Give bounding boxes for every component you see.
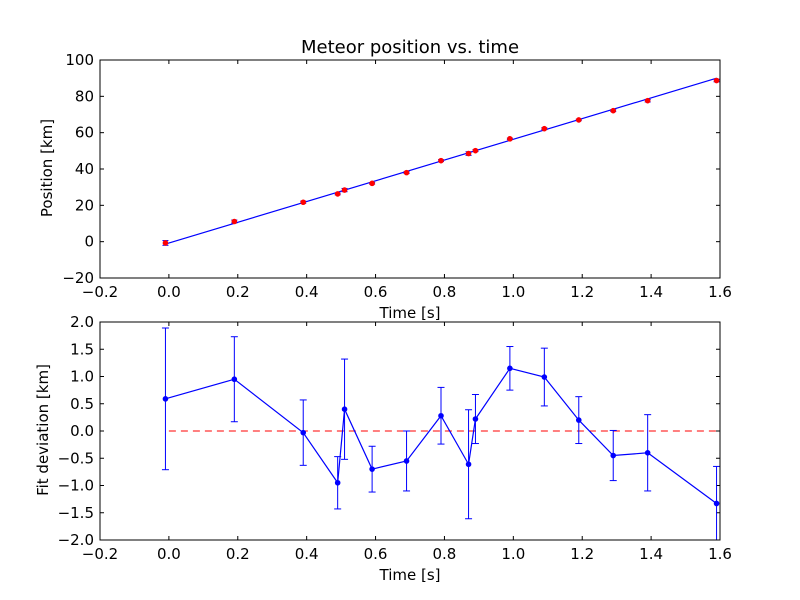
data-point [334, 479, 341, 486]
data-point [162, 396, 169, 402]
data-point [713, 77, 720, 84]
x-tick-label: 1.4 [639, 283, 663, 301]
data-point [465, 150, 472, 157]
x-tick-label: 1.2 [570, 545, 594, 563]
y-tick-label: −20 [62, 269, 94, 287]
y-tick-label: −1.0 [58, 477, 94, 495]
x-axis-label: Time [s] [379, 566, 441, 584]
data-point [300, 429, 307, 436]
data-point [341, 187, 348, 193]
data-point [507, 136, 513, 142]
plot-frame [99, 321, 721, 541]
data-point [403, 169, 410, 176]
data-point [231, 218, 238, 225]
x-tick-label: 1.4 [639, 545, 663, 563]
data-point [575, 417, 582, 423]
x-tick-label: −0.2 [82, 283, 118, 301]
x-tick-label: 0.6 [364, 283, 388, 301]
data-point [403, 458, 410, 464]
x-tick-label: 0.4 [295, 283, 319, 301]
x-tick-label: 0.8 [433, 545, 457, 563]
data-point [610, 452, 617, 459]
position-plot-area: −0.2 0.0 0.2 0.4 0.6 0.8 1.0 1.2 1.4 1.6 −20 0 20 40 6… [62, 51, 732, 301]
y-tick-label: 2.0 [70, 313, 94, 331]
plot-background [100, 60, 720, 278]
position-chart: Meteor position vs. time −0.2 0.0 0.2 0.4 0.… [38, 37, 732, 322]
x-tick-label: 0.0 [157, 545, 181, 563]
x-tick-label: 0.0 [157, 283, 181, 301]
y-tick-label: 80 [75, 87, 94, 105]
deviation-chart: −0.2 0.0 0.2 0.4 0.6 0.8 1.0 1.2 1.4 1.6 −2.0 −1.5 −… [34, 313, 732, 584]
data-point [341, 406, 348, 413]
y-tick-label: 40 [75, 160, 94, 178]
x-tick-label: 0.8 [433, 283, 457, 301]
data-point [541, 374, 548, 380]
deviation-plot-area: −0.2 0.0 0.2 0.4 0.6 0.8 1.0 1.2 1.4 1.6 −2.0 −1.5 −… [58, 313, 732, 563]
chart-title: Meteor position vs. time [301, 37, 519, 58]
y-tick-label: 20 [75, 196, 94, 214]
y-tick-label: 0.5 [70, 395, 94, 413]
data-point [644, 450, 651, 456]
data-point [465, 461, 472, 468]
data-point [162, 240, 169, 246]
x-tick-label: −0.2 [82, 545, 118, 563]
x-tick-label: 1.6 [708, 545, 732, 563]
x-tick-label: 1.0 [501, 283, 525, 301]
y-tick-label: 0 [84, 233, 94, 251]
data-point [472, 416, 479, 422]
data-point [507, 365, 513, 372]
y-tick-label: 60 [75, 124, 94, 142]
y-tick-label: 1.5 [70, 340, 94, 358]
data-point [300, 199, 307, 206]
data-point [713, 500, 720, 507]
data-point [369, 180, 375, 187]
x-tick-label: 0.6 [364, 545, 388, 563]
data-point [438, 157, 444, 164]
data-point [575, 117, 582, 123]
data-point [644, 97, 651, 104]
y-axis-label: Position [km] [38, 119, 56, 217]
plot-frame [99, 59, 721, 279]
data-point [438, 412, 444, 419]
x-tick-label: 0.2 [226, 283, 250, 301]
y-tick-label: −2.0 [58, 531, 94, 549]
y-tick-label: 0.0 [70, 422, 94, 440]
x-tick-label: 0.4 [295, 545, 319, 563]
data-point [231, 376, 238, 383]
y-tick-label: −0.5 [58, 449, 94, 467]
x-tick-label: 0.2 [226, 545, 250, 563]
x-axis-label: Time [s] [379, 304, 441, 322]
y-tick-label: 100 [65, 51, 94, 69]
data-point [472, 147, 479, 154]
y-tick-label: −1.5 [58, 504, 94, 522]
data-point [610, 107, 617, 114]
x-tick-label: 1.2 [570, 283, 594, 301]
data-point [541, 125, 548, 132]
x-tick-label: 1.6 [708, 283, 732, 301]
x-tick-label: 1.0 [501, 545, 525, 563]
y-tick-label: 1.0 [70, 368, 94, 386]
y-axis-label: Fit deviation [km] [34, 364, 52, 496]
deviation-line [165, 367, 717, 504]
data-point [369, 466, 375, 472]
data-point [334, 191, 341, 197]
